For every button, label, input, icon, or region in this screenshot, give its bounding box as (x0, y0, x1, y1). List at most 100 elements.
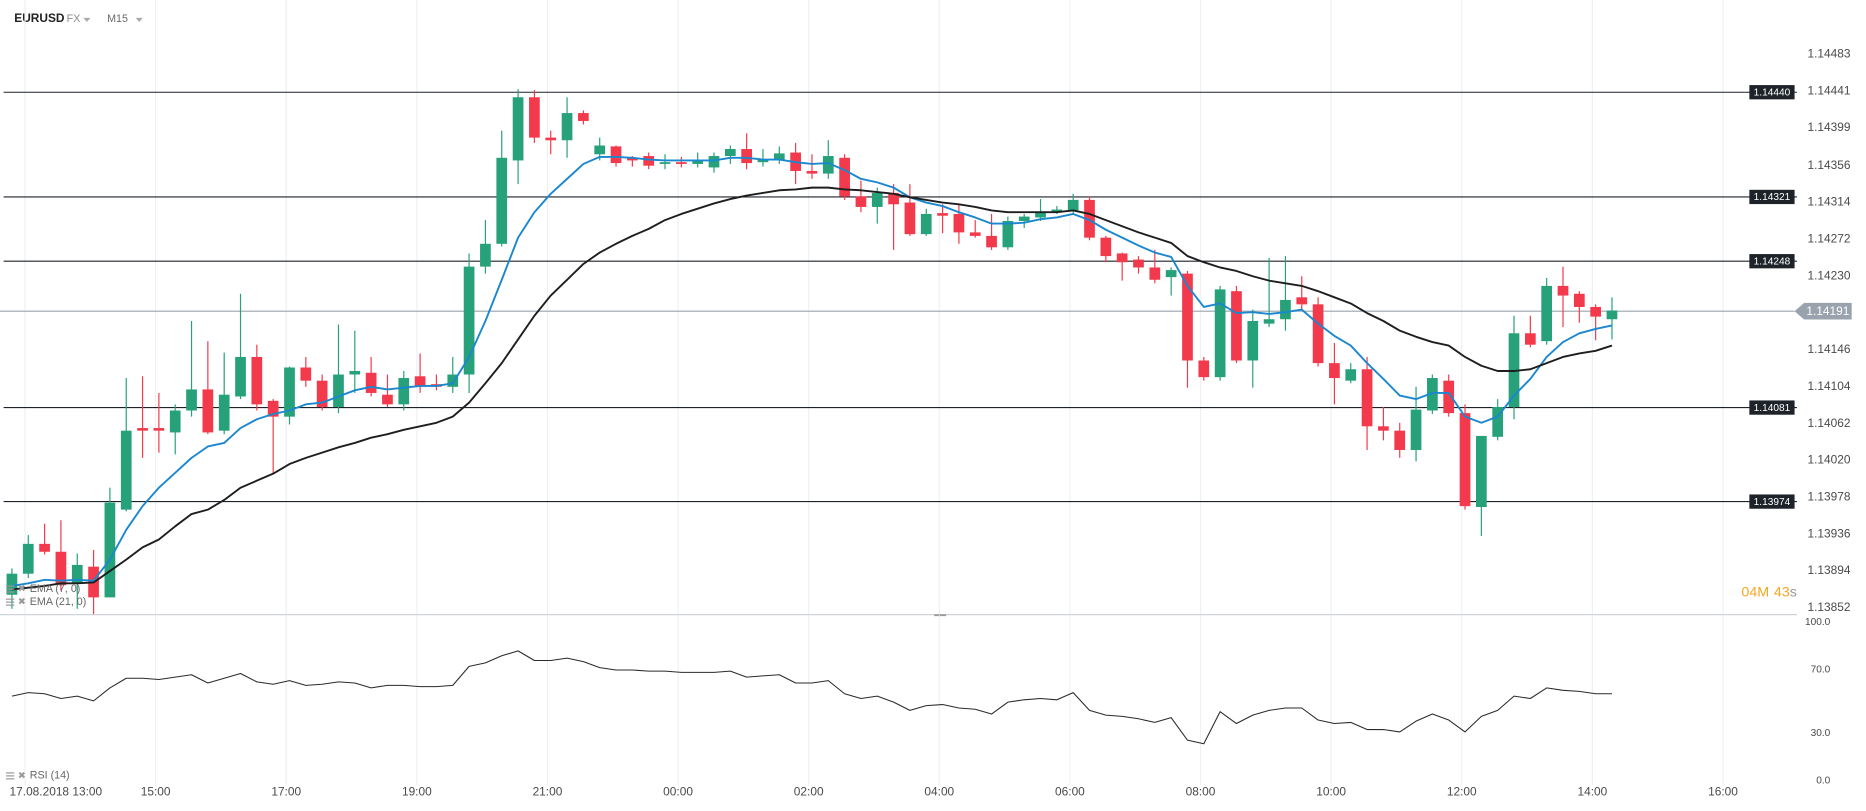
candle-body (904, 202, 916, 235)
menu-icon[interactable] (5, 772, 15, 774)
candle-body (969, 232, 981, 236)
candle-body (1051, 209, 1063, 213)
candle-body (267, 400, 279, 417)
candle-body (120, 430, 132, 510)
candle-body (169, 410, 181, 433)
x-tick-label: 14:00 (1577, 785, 1607, 799)
menu-icon[interactable] (5, 601, 15, 603)
candle-body (1573, 293, 1585, 307)
dropdown-arrow[interactable] (83, 17, 91, 23)
candle-body (1100, 237, 1112, 257)
candle-body (806, 170, 818, 174)
candle-body (1296, 297, 1308, 305)
market[interactable]: FX (67, 13, 81, 25)
menu-icon[interactable] (5, 588, 15, 590)
candle-body (300, 367, 312, 381)
y-tick-label: 1.14314 (1808, 195, 1851, 209)
rsi-tick-label: 70.0 (1811, 665, 1831, 676)
candle-body (463, 266, 475, 375)
y-tick-label: 1.13852 (1808, 600, 1851, 614)
candle-body (71, 564, 83, 584)
candle-body (1084, 199, 1095, 238)
candle-body (953, 213, 965, 233)
level-label: 1.14440 (1754, 87, 1791, 98)
menu-icon[interactable] (5, 778, 15, 780)
candle-body (137, 428, 148, 431)
candle-body (104, 502, 116, 598)
candle-body (1492, 406, 1504, 437)
x-tick-label: 17.08.2018 13:00 (10, 785, 103, 799)
candle-body (284, 367, 295, 417)
rsi-tick-label: 100.0 (1805, 617, 1831, 628)
symbol[interactable]: EURUSD (14, 11, 65, 25)
candle-body (1149, 267, 1161, 280)
x-tick-label: 10:00 (1316, 785, 1346, 799)
candle-body (610, 146, 622, 164)
x-tick-label: 16:00 (1708, 785, 1738, 799)
candle-body (1427, 378, 1438, 411)
rsi-line (11, 650, 1612, 745)
timer-minute-unit: M (1757, 584, 1769, 600)
candle-body (202, 389, 214, 433)
candle-body (692, 160, 704, 164)
menu-icon[interactable] (5, 604, 15, 606)
level-label-box (1749, 85, 1795, 100)
candle-body (986, 235, 997, 248)
candle-body (1329, 363, 1340, 379)
candle-body (822, 156, 834, 174)
timer-minutes: 04 (1741, 584, 1757, 600)
candle-body (6, 573, 18, 595)
close-icon[interactable]: ✖ (18, 770, 26, 781)
candle-body (1231, 291, 1242, 361)
candle-body (545, 137, 557, 141)
candle-body (316, 380, 328, 407)
x-tick-label: 02:00 (794, 785, 824, 799)
close-icon[interactable]: ✖ (18, 597, 26, 608)
x-tick-label: 06:00 (1055, 785, 1085, 799)
candle-body (1018, 216, 1030, 221)
dropdown-arrow[interactable] (135, 17, 143, 23)
candle-body (414, 376, 426, 387)
candle-timer: 04M 43s (1741, 584, 1797, 600)
rsi-label: RSI (14) (30, 770, 70, 782)
candle-body (1247, 320, 1259, 361)
candle-body (39, 543, 50, 552)
rsi-legend: ✖ RSI (14) (5, 770, 70, 782)
candle-body (1459, 413, 1471, 507)
candle-body (365, 372, 377, 393)
candle-body (1361, 369, 1373, 427)
candle-body (1165, 270, 1177, 278)
candle-body (1443, 380, 1455, 414)
level-label: 1.14321 (1754, 192, 1791, 203)
candle-body (529, 97, 540, 138)
candle-body (839, 157, 850, 197)
plot-layer: 17.08.2018 13:00 15:00 17:00 19:00 21:00 00:0… (0, 0, 1852, 799)
candle-body (1541, 285, 1553, 342)
candle-body (855, 196, 867, 207)
last-price-label: 1.14191 (1806, 304, 1849, 318)
candle-body (708, 156, 720, 168)
candle-body (1133, 259, 1144, 268)
close-icon[interactable]: ✖ (18, 584, 26, 595)
menu-icon[interactable] (5, 585, 15, 587)
menu-icon[interactable] (5, 598, 15, 600)
candle-body (724, 149, 736, 157)
candle-body (920, 213, 932, 235)
menu-icon[interactable] (5, 591, 15, 593)
candle-body (398, 378, 410, 405)
interval[interactable]: M15 (107, 13, 128, 25)
candle-body (561, 113, 573, 141)
candle-body (1378, 426, 1389, 431)
candle-body (1116, 253, 1128, 263)
ema-legend: ✖ EMA (7, 0) ✖ EMA (21, 0) (5, 583, 87, 608)
candle-body (251, 356, 263, 405)
candle-body (1394, 430, 1406, 450)
candle-body (1557, 285, 1569, 296)
y-tick-label: 1.14020 (1808, 453, 1851, 467)
ema-21-label: EMA (21, 0) (30, 596, 87, 608)
candle-body (1214, 289, 1226, 378)
candle-body (594, 145, 606, 155)
menu-icon[interactable] (5, 775, 15, 777)
